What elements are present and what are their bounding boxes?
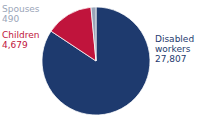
slice-label-line: 490 xyxy=(2,14,19,24)
chart: Disabledworkers27,807Spouses490Children4… xyxy=(0,0,206,122)
slices xyxy=(42,7,150,115)
pie-slice xyxy=(91,7,96,61)
slice-label: Disabledworkers27,807 xyxy=(155,34,194,64)
pie-slice xyxy=(42,7,150,115)
pie-slice xyxy=(51,7,96,61)
slice-label-line: 27,807 xyxy=(155,54,187,64)
slice-label: Children4,679 xyxy=(2,30,39,50)
slice-label-line: 4,679 xyxy=(2,40,28,50)
slice-label-line: workers xyxy=(155,44,191,54)
labels: Disabledworkers27,807Spouses490Children4… xyxy=(2,4,194,64)
slice-label-line: Disabled xyxy=(155,34,194,44)
slice-label-line: Spouses xyxy=(2,4,40,14)
slice-label: Spouses490 xyxy=(2,4,40,24)
slice-label-line: Children xyxy=(2,30,39,40)
